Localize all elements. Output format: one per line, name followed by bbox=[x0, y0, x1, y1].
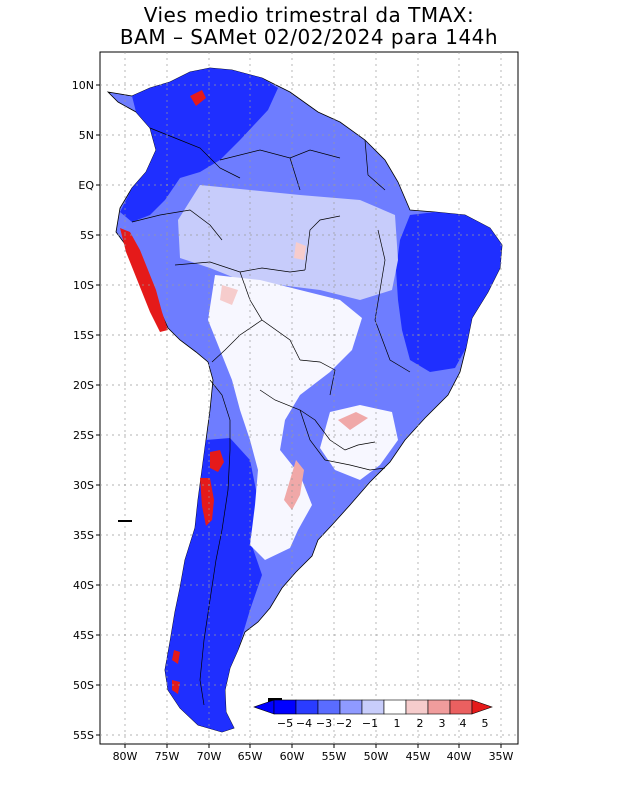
colorbar-swatch bbox=[273, 699, 297, 715]
lat-label: 55S bbox=[73, 729, 94, 742]
bias-hot-chile-north bbox=[210, 450, 224, 472]
colorbar-swatch bbox=[339, 699, 363, 715]
colorbar-swatch bbox=[295, 699, 319, 715]
colorbar-label: −5 bbox=[277, 717, 293, 730]
colorbar-label: 2 bbox=[417, 717, 424, 730]
lat-label: 50S bbox=[73, 679, 94, 692]
colorbar-label: −2 bbox=[336, 717, 352, 730]
lat-label: EQ bbox=[78, 179, 94, 192]
colorbar-swatch bbox=[361, 699, 385, 715]
bias-warm-south-brazil bbox=[338, 412, 368, 430]
colorbar-label: 3 bbox=[439, 717, 446, 730]
latitude-labels: 10N 5N EQ 5S 10S 15S 20S 25S 30S 35S 40S… bbox=[72, 79, 95, 742]
axis-ticks bbox=[96, 84, 502, 748]
bias-hot-patagonia bbox=[172, 650, 180, 694]
colorbar-label: −3 bbox=[316, 717, 332, 730]
colorbar-label: 5 bbox=[482, 717, 489, 730]
bias-strong-cold-northeast-brazil bbox=[396, 212, 502, 372]
lat-label: 10S bbox=[73, 279, 94, 292]
lon-label: 65W bbox=[238, 750, 263, 763]
colorbar-label: −1 bbox=[362, 717, 378, 730]
bias-warm-brazil-interior bbox=[294, 242, 306, 260]
colorbar bbox=[253, 699, 493, 715]
bias-hot-colombia bbox=[190, 90, 206, 106]
bias-strong-cold-patagonia bbox=[165, 438, 262, 732]
colorbar-label: −4 bbox=[296, 717, 312, 730]
lon-label: 50W bbox=[364, 750, 389, 763]
bias-strong-cold-northwest bbox=[120, 68, 278, 222]
lon-label: 60W bbox=[280, 750, 305, 763]
bias-near-zero-central bbox=[208, 275, 362, 560]
map-title-line2: BAM – SAMet 02/02/2024 para 144h bbox=[119, 25, 499, 49]
lat-label: 5N bbox=[79, 129, 94, 142]
lat-label: 35S bbox=[73, 529, 94, 542]
lat-lon-grid bbox=[100, 52, 518, 744]
lat-label: 45S bbox=[73, 629, 94, 642]
bias-hot-chile-central bbox=[200, 478, 214, 526]
lon-label: 55W bbox=[322, 750, 347, 763]
island-south-georgia bbox=[118, 520, 132, 522]
colorbar-swatch bbox=[383, 699, 407, 715]
colorbar-swatch bbox=[427, 699, 451, 715]
bias-weak-cold-amazon bbox=[178, 185, 398, 300]
lon-label: 45W bbox=[406, 750, 431, 763]
colorbar-label: 4 bbox=[460, 717, 467, 730]
bias-hot-peru bbox=[120, 228, 168, 332]
colorbar-label: 1 bbox=[394, 717, 401, 730]
lat-label: 20S bbox=[73, 379, 94, 392]
colorbar-swatch bbox=[405, 699, 429, 715]
colorbar-swatch bbox=[317, 699, 341, 715]
lon-label: 70W bbox=[197, 750, 222, 763]
colorbar-labels: −5 −4 −3 −2 −1 1 2 3 4 5 bbox=[277, 717, 489, 730]
map-title-line1: Vies medio trimestral da TMAX: bbox=[143, 3, 475, 27]
lon-label: 35W bbox=[489, 750, 514, 763]
bias-near-zero-southeast bbox=[320, 405, 398, 480]
lat-label: 10N bbox=[72, 79, 94, 92]
colorbar-arrow-right bbox=[471, 699, 493, 715]
bias-warm-bolivia bbox=[220, 285, 238, 305]
lat-label: 25S bbox=[73, 429, 94, 442]
lat-label: 5S bbox=[80, 229, 94, 242]
longitude-labels: 80W 75W 70W 65W 60W 55W 50W 45W 40W 35W bbox=[113, 750, 514, 763]
lon-label: 75W bbox=[155, 750, 180, 763]
lon-label: 40W bbox=[447, 750, 472, 763]
colorbar-swatch bbox=[449, 699, 473, 715]
lat-label: 40S bbox=[73, 579, 94, 592]
lon-label: 80W bbox=[113, 750, 138, 763]
lat-label: 30S bbox=[73, 479, 94, 492]
lat-label: 15S bbox=[73, 329, 94, 342]
